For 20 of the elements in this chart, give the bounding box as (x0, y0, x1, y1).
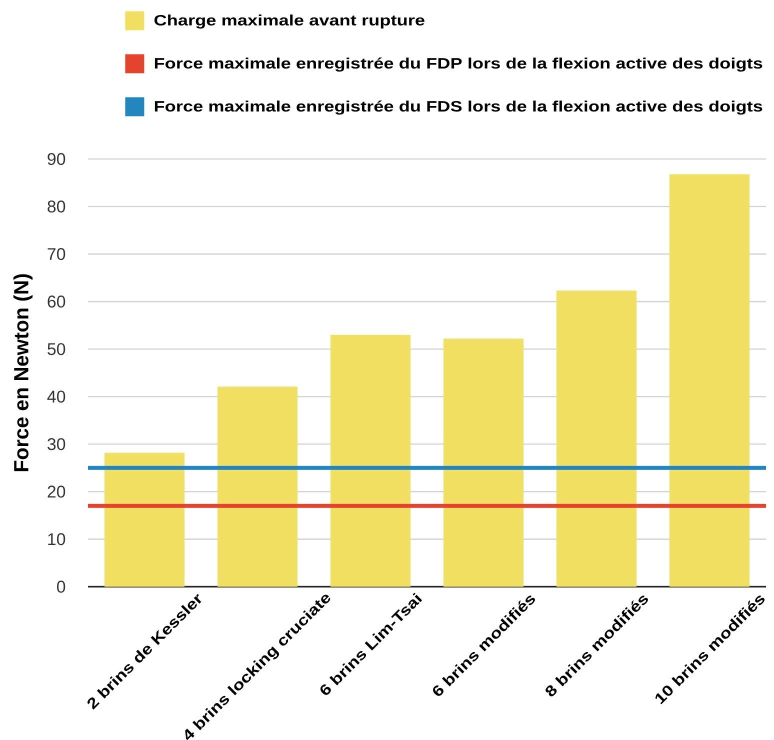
bar (556, 290, 637, 587)
y-tick-label: 0 (57, 580, 66, 593)
y-tick-label: 20 (48, 486, 66, 498)
bar (218, 386, 298, 587)
bar (670, 174, 750, 587)
y-tick-label: 10 (48, 533, 66, 546)
y-tick-label: 70 (48, 248, 66, 260)
y-tick-label: 60 (48, 296, 66, 308)
legend-label: Force maximale enregistrée du FDP lors de la flexion active des doigts (154, 57, 762, 72)
bar (104, 452, 184, 587)
y-tick-label: 80 (48, 200, 66, 213)
bar (444, 338, 524, 587)
y-tick-label: 50 (48, 343, 66, 356)
bar (330, 334, 411, 587)
legend-label: Force maximale enregistrée du FDS lors de la flexion active des doigts (154, 100, 762, 115)
y-tick-label: 40 (47, 390, 66, 403)
y-tick-label: 90 (48, 152, 66, 166)
y-tick-label: 30 (48, 438, 66, 450)
legend-label: Charge maximale avant rupture (154, 14, 424, 29)
y-axis-title: Force en Newton (N) (13, 274, 33, 472)
